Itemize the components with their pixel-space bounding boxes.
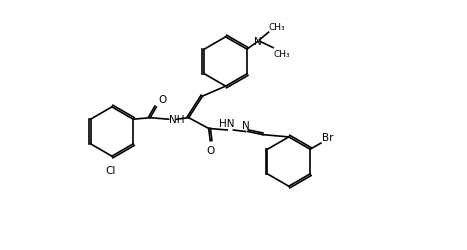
Text: N: N [254,37,262,47]
Text: Br: Br [322,132,333,142]
Text: Cl: Cl [105,165,115,175]
Text: O: O [158,94,166,104]
Text: CH₃: CH₃ [269,22,285,32]
Text: N: N [242,120,249,130]
Text: O: O [206,145,214,155]
Text: CH₃: CH₃ [274,50,290,59]
Text: NH: NH [170,115,185,125]
Text: HN: HN [219,119,235,129]
